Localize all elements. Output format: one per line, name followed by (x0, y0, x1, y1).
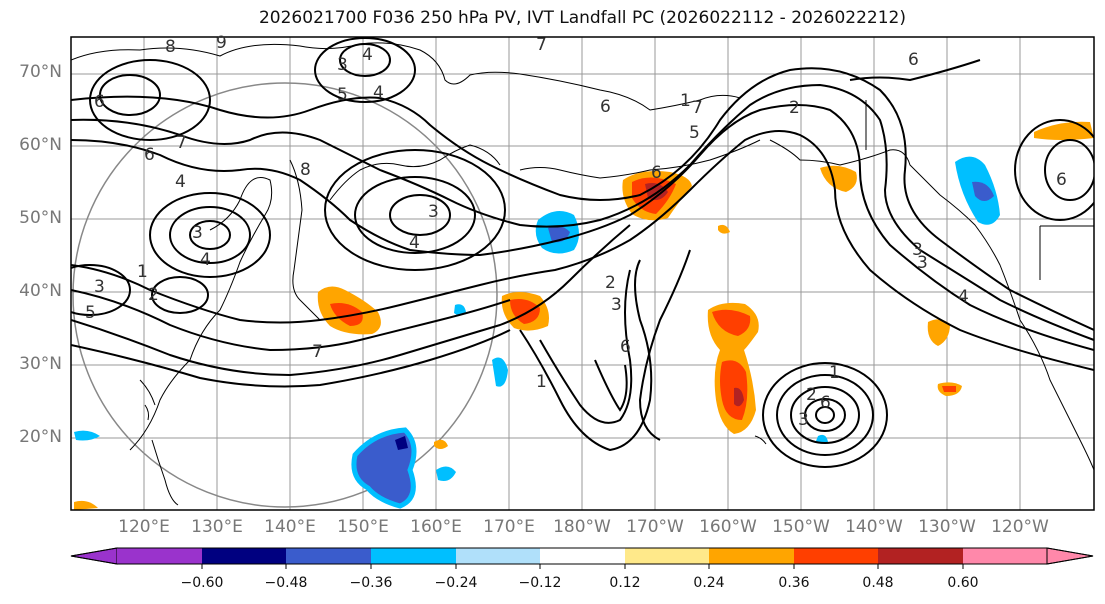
landfall-radius-circle (72, 82, 498, 508)
contour-label: 1 (137, 262, 148, 282)
contour-label: 6 (94, 92, 105, 112)
contour-label: 1 (536, 372, 547, 392)
colorbar-extend-low (70, 547, 118, 565)
lat-label: 50°N (19, 208, 62, 228)
contour-label: 3 (337, 55, 348, 75)
lon-label: 150°W (772, 517, 830, 537)
contour-label: 7 (536, 35, 547, 55)
lat-label: 20°N (19, 427, 62, 447)
colorbar-tick-label: −0.60 (180, 575, 224, 591)
colorbar-tick-label: −0.48 (264, 575, 308, 591)
colorbar-tick-label: −0.24 (434, 575, 478, 591)
colorbar-tick-label: 0.12 (609, 575, 641, 591)
contour-label: 4 (175, 172, 186, 192)
contour-label: 9 (216, 33, 227, 53)
contour-label: 5 (85, 303, 96, 323)
lon-label: 120°E (118, 517, 170, 537)
contour-label: 7 (692, 98, 703, 118)
lon-label: 150°E (337, 517, 389, 537)
contour-label: 3 (611, 295, 622, 315)
contour-label: 6 (908, 50, 919, 70)
lat-label: 60°N (19, 135, 62, 155)
colorbar-tick-label: 0.48 (862, 575, 894, 591)
contour-label: 3 (428, 202, 439, 222)
lat-label: 30°N (19, 354, 62, 374)
pv-contours (71, 37, 1094, 468)
colorbar-tick-label: −0.12 (518, 575, 562, 591)
colorbar (70, 547, 1094, 569)
lon-label: 130°E (191, 517, 243, 537)
lon-label: 120°W (991, 517, 1049, 537)
contour-label: 4 (958, 287, 969, 307)
colorbar-extend-high (1046, 547, 1094, 565)
lon-label: 130°W (918, 517, 976, 537)
pc-anomaly-fills (74, 121, 1094, 510)
contour-label: 2 (789, 98, 800, 118)
lat-label: 70°N (19, 62, 62, 82)
lon-label: 170°W (626, 517, 684, 537)
contour-label: 2 (148, 285, 159, 305)
contour-labels: 8 9 4 3 4 5 7 6 6 7 4 3 4 3 4 1 2 3 5 7 … (85, 33, 1067, 430)
contour-label: 6 (620, 337, 631, 357)
contour-label: 8 (300, 160, 311, 180)
contour-label: 4 (362, 45, 373, 65)
map-title: 2026021700 F036 250 hPa PV, IVT Landfall… (258, 8, 906, 28)
contour-label: 1 (680, 91, 691, 111)
contour-label: 2 (605, 273, 616, 293)
lon-label: 170°E (483, 517, 535, 537)
contour-label: 3 (917, 253, 928, 273)
lon-label: 140°W (845, 517, 903, 537)
map-frame (70, 36, 1095, 511)
contour-label: 6 (651, 163, 662, 183)
contour-label: 4 (200, 250, 211, 270)
colorbar-tick-label: 0.24 (693, 575, 725, 591)
contour-label: 3 (94, 277, 105, 297)
coastlines (71, 42, 1094, 506)
contour-label: 1 (829, 363, 840, 383)
contour-label: 2 (806, 385, 817, 405)
contour-label: 3 (192, 223, 203, 243)
contour-label: 3 (912, 240, 923, 260)
contour-label: 4 (409, 233, 420, 253)
contour-label: 6 (820, 393, 831, 413)
lon-label: 180°W (553, 517, 611, 537)
colorbar-tick-label: 0.60 (947, 575, 979, 591)
contour-label: 6 (1056, 170, 1067, 190)
lat-label: 40°N (19, 281, 62, 301)
contour-label: 6 (600, 97, 611, 117)
contour-label: 5 (689, 123, 700, 143)
contour-label: 7 (312, 342, 323, 362)
contour-label: 5 (337, 85, 348, 105)
contour-label: 7 (176, 133, 187, 153)
contour-label: 8 (165, 37, 176, 57)
lon-label: 160°E (410, 517, 462, 537)
contour-label: 3 (798, 410, 809, 430)
lon-label: 160°W (699, 517, 757, 537)
lon-label: 140°E (264, 517, 316, 537)
colorbar-tick-label: −0.36 (349, 575, 393, 591)
colorbar-tick-label: 0.36 (778, 575, 810, 591)
contour-label: 6 (144, 145, 155, 165)
contour-label: 4 (373, 83, 384, 103)
